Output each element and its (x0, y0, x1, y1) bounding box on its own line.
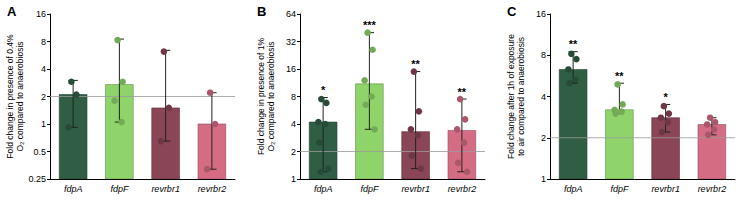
svg-text:**: ** (458, 86, 467, 98)
svg-text:0.25: 0.25 (28, 174, 46, 184)
svg-text:C: C (507, 4, 517, 19)
svg-text:fdpA: fdpA (564, 184, 583, 194)
svg-text:Fold change after 1h of exposu: Fold change after 1h of exposure (506, 34, 516, 159)
svg-text:fdpF: fdpF (110, 184, 129, 194)
svg-text:revrbr1: revrbr1 (401, 184, 430, 194)
svg-text:64: 64 (286, 9, 296, 19)
svg-text:O₂ compared to anaerobiosis: O₂ compared to anaerobiosis (15, 41, 25, 151)
svg-text:2: 2 (541, 133, 546, 143)
svg-text:revrbr1: revrbr1 (151, 184, 180, 194)
svg-text:*: * (663, 91, 668, 103)
svg-text:fdpA: fdpA (64, 184, 83, 194)
svg-text:A: A (7, 4, 17, 19)
svg-text:16: 16 (36, 9, 46, 19)
svg-text:revrbr2: revrbr2 (448, 184, 477, 194)
svg-text:**: ** (411, 58, 420, 70)
svg-text:8: 8 (541, 50, 546, 60)
svg-text:1: 1 (541, 174, 546, 184)
svg-text:fdpF: fdpF (360, 184, 379, 194)
svg-text:8: 8 (291, 92, 296, 102)
svg-text:to air compared to anaerobiosi: to air compared to anaerobiosis (516, 37, 526, 156)
svg-text:revrbr1: revrbr1 (651, 184, 680, 194)
svg-text:***: *** (363, 19, 377, 31)
svg-text:2: 2 (291, 147, 296, 157)
svg-text:1: 1 (41, 119, 46, 129)
svg-text:**: ** (615, 70, 624, 82)
svg-text:32: 32 (286, 37, 296, 47)
svg-text:2: 2 (41, 92, 46, 102)
svg-text:16: 16 (536, 9, 546, 19)
svg-text:fdpA: fdpA (314, 184, 333, 194)
svg-text:B: B (257, 4, 266, 19)
svg-text:16: 16 (286, 64, 296, 74)
svg-text:revrbr2: revrbr2 (698, 184, 727, 194)
svg-text:**: ** (569, 38, 578, 50)
svg-text:O₂ compared to anaerobiosis: O₂ compared to anaerobiosis (266, 41, 276, 151)
svg-text:4: 4 (41, 64, 46, 74)
svg-text:Fold change in presence of 0.4: Fold change in presence of 0.4% (5, 34, 15, 159)
svg-text:0.5: 0.5 (33, 147, 46, 157)
svg-text:8: 8 (41, 37, 46, 47)
svg-text:1: 1 (291, 174, 296, 184)
svg-text:revrbr2: revrbr2 (198, 184, 227, 194)
svg-text:4: 4 (541, 92, 546, 102)
svg-text:Fold change in presence of 1%: Fold change in presence of 1% (256, 37, 266, 155)
svg-text:4: 4 (291, 119, 296, 129)
svg-text:fdpF: fdpF (610, 184, 629, 194)
svg-text:*: * (321, 84, 326, 96)
